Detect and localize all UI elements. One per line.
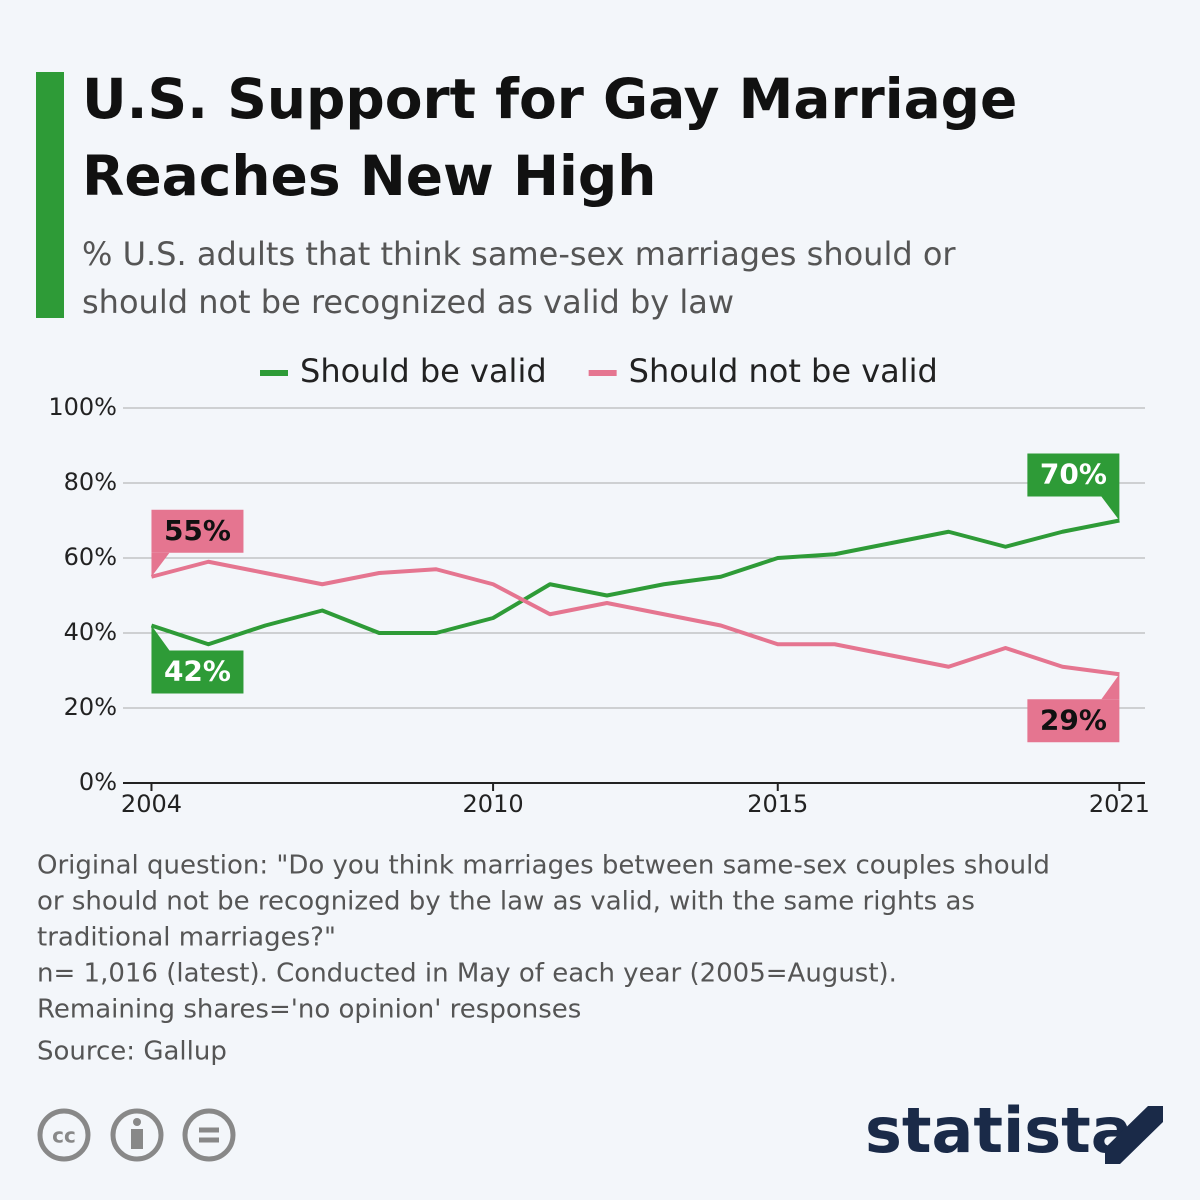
series-line: [150, 559, 1120, 677]
legend-label: Should not be valid: [629, 352, 938, 390]
value-label: 42%: [164, 655, 231, 688]
footnote: Original question: "Do you think marriag…: [37, 851, 1050, 881]
label-pointer: [1101, 496, 1120, 521]
label-box: [151, 509, 244, 553]
value-label: 70%: [1040, 458, 1107, 491]
source: Source: Gallup: [37, 1037, 227, 1067]
y-tick-label: 40%: [64, 618, 117, 646]
title-bar: [36, 72, 64, 318]
subtitle: % U.S. adults that think same-sex marria…: [82, 235, 956, 273]
label-pointer: [151, 625, 170, 651]
label-box: [151, 650, 244, 694]
brand-icon: [1105, 1106, 1163, 1164]
cc-icons: cc: [37, 1108, 236, 1162]
footnote: n= 1,016 (latest). Conducted in May of e…: [37, 959, 897, 989]
y-tick-label: 100%: [48, 393, 117, 421]
y-tick-label: 0%: [79, 768, 117, 796]
footnote: traditional marriages?": [37, 923, 336, 953]
series-line: [150, 518, 1120, 647]
svg-text:cc: cc: [52, 1124, 76, 1148]
x-tick-label: 2021: [1089, 790, 1150, 818]
label-pointer: [151, 552, 170, 577]
label-pointer: [1101, 674, 1120, 700]
value-label: 29%: [1040, 703, 1107, 736]
label-box: [1027, 699, 1120, 743]
value-label: 55%: [164, 514, 231, 547]
chart-title: Reaches New High: [82, 144, 656, 208]
chart-title: U.S. Support for Gay Marriage: [82, 67, 1017, 131]
x-tick-label: 2010: [463, 790, 524, 818]
label-box: [1027, 453, 1120, 497]
legend-label: Should be valid: [300, 352, 547, 390]
footnote: or should not be recognized by the law a…: [37, 887, 975, 917]
subtitle: should not be recognized as valid by law: [82, 283, 734, 321]
y-tick-label: 60%: [64, 543, 117, 571]
brand: statista: [865, 1094, 1133, 1167]
footnote: Remaining shares='no opinion' responses: [37, 995, 581, 1025]
y-tick-label: 80%: [64, 468, 117, 496]
x-tick-label: 2015: [747, 790, 808, 818]
y-tick-label: 20%: [64, 693, 117, 721]
x-tick-label: 2004: [121, 790, 182, 818]
